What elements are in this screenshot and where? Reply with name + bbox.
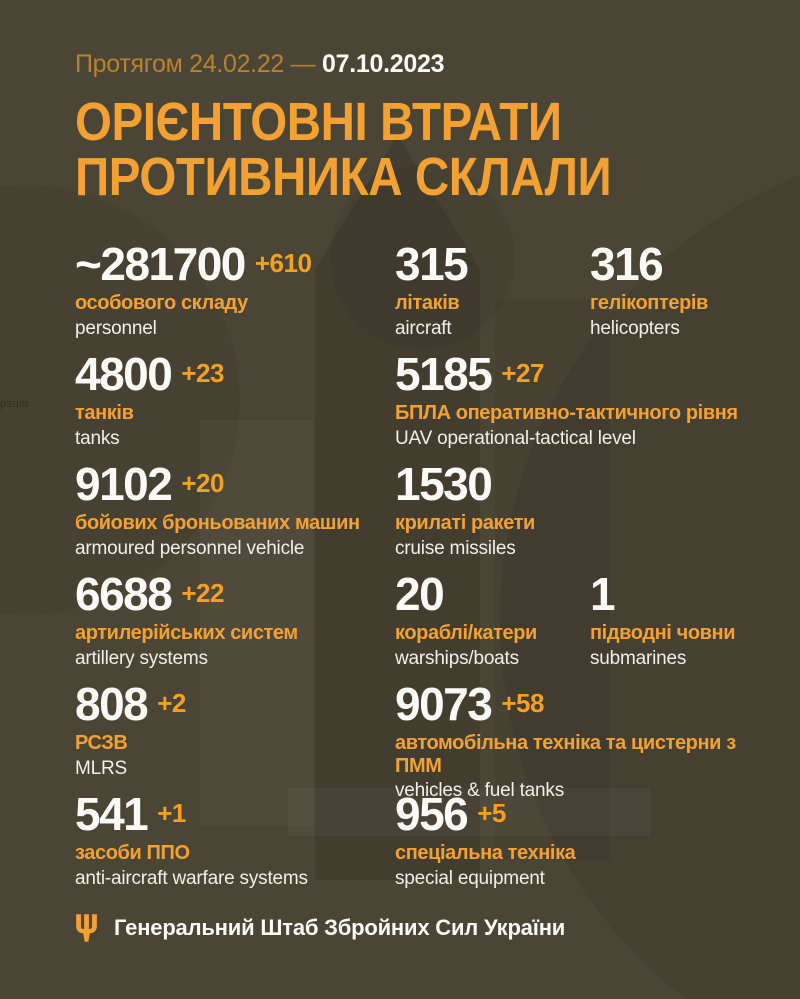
stat-label-en: aircraft	[395, 317, 452, 339]
stat-tanks: 4800 +23 танків tanks	[75, 351, 395, 461]
stat-submarines: 1 підводні човни submarines	[590, 571, 780, 681]
stat-value: 315	[395, 238, 469, 291]
stat-label-ua: кораблі/катери	[395, 622, 537, 645]
stat-anti-aircraft: 541 +1 засоби ППО anti-aircraft warfare …	[75, 791, 395, 901]
stat-label-en: submarines	[590, 647, 687, 669]
watermark-circle-mid	[330, 165, 515, 350]
stat-label-ua: крилаті ракети	[395, 512, 535, 535]
stat-warships: 20 кораблі/катери warships/boats	[395, 571, 590, 681]
stat-value: 541	[75, 788, 149, 841]
page-title-line2: ПРОТИВНИКА СКЛАЛИ	[75, 147, 612, 208]
stat-label-en: armoured personnel vehicle	[75, 537, 305, 559]
stat-label-en: cruise missiles	[395, 537, 516, 559]
footer-text: Генеральний Штаб Збройних Сил України	[114, 915, 566, 940]
stat-label-en: vehicles & fuel tanks	[395, 779, 564, 801]
footer: Генеральний Штаб Збройних Сил України	[75, 914, 565, 942]
stat-label-ua: гелікоптерів	[590, 292, 708, 315]
stat-label-ua: спеціальна техніка	[395, 842, 576, 865]
stat-value: 20	[395, 568, 445, 621]
watermark-band-right	[495, 300, 610, 860]
stat-label-ua: артилерійських систем	[75, 622, 298, 645]
stat-label-ua: літаків	[395, 292, 460, 315]
stat-label-ua: особового складу	[75, 292, 248, 315]
stat-label-ua: бойових броньованих машин	[75, 512, 360, 535]
stat-value: 316	[590, 238, 664, 291]
stat-cruise-missiles: 1530 крилаті ракети cruise missiles	[395, 461, 780, 571]
stat-label-en: special equipment	[395, 867, 545, 889]
stat-label-en: helicopters	[590, 317, 680, 339]
watermark-trident-prong	[315, 135, 480, 880]
stat-armoured-vehicles: 9102 +20 бойових броньованих машин armou…	[75, 461, 395, 571]
stat-delta: +1	[157, 798, 186, 829]
stat-delta: +58	[501, 688, 544, 719]
stat-value: 1	[590, 568, 616, 621]
stat-label-en: warships/boats	[395, 647, 519, 669]
stat-uav: 5185 +27 БПЛА оперативно-тактичного рівн…	[395, 351, 780, 461]
stat-label-ua: БПЛА оперативно-тактичного рівня	[395, 402, 738, 425]
stat-label-ua: РСЗВ	[75, 732, 128, 755]
stat-label-en: tanks	[75, 427, 120, 449]
edge-watermark: psum	[0, 398, 29, 410]
stat-value: ~281700	[75, 238, 246, 291]
page-title-line1: ОРІЄНТОВНІ ВТРАТИ	[75, 92, 562, 152]
stat-vehicles-fuel: 9073 +58 автомобільна техніка та цистерн…	[395, 678, 780, 801]
date-range: Протягом 24.02.22 — 07.10.2023	[75, 50, 780, 79]
stat-label-en: anti-aircraft warfare systems	[75, 867, 308, 889]
trident-icon	[76, 914, 97, 942]
stat-special-equipment: 956 +5 спеціальна техніка special equipm…	[395, 791, 780, 901]
stat-delta: +20	[181, 468, 224, 499]
stat-delta: +22	[181, 578, 224, 609]
stat-value: 5185	[395, 348, 493, 401]
stat-personnel: ~281700 +610 особового складу personnel	[75, 241, 395, 351]
stat-label-ua: підводні човни	[590, 622, 736, 645]
stat-artillery: 6688 +22 артилерійських систем artillery…	[75, 571, 395, 681]
stat-value: 6688	[75, 568, 173, 621]
stat-label-en: personnel	[75, 317, 157, 339]
stat-value: 808	[75, 678, 149, 731]
stat-value: 4800	[75, 348, 173, 401]
stat-value: 956	[395, 788, 469, 841]
stat-delta: +23	[181, 358, 224, 389]
losses-grid: ~281700 +610 особового складу personnel …	[75, 241, 780, 901]
stat-label-en: MLRS	[75, 757, 127, 779]
stat-label-en: artillery systems	[75, 647, 208, 669]
stat-label-ua: автомобільна техніка та цистерни з ПММ	[395, 732, 736, 777]
stat-helicopters: 316 гелікоптерів helicopters	[590, 241, 780, 351]
date-range-current: 07.10.2023	[322, 50, 445, 78]
stat-delta: +5	[477, 798, 506, 829]
stat-value: 9073	[395, 678, 493, 731]
stat-mlrs: 808 +2 РСЗВ MLRS	[75, 681, 395, 791]
page-title: ОРІЄНТОВНІ ВТРАТИ ПРОТИВНИКА СКЛАЛИ	[75, 92, 780, 208]
stat-delta: +610	[254, 248, 312, 279]
stat-label-en: UAV operational-tactical level	[395, 427, 636, 449]
stat-label-ua: танків	[75, 402, 134, 425]
stat-value: 1530	[395, 458, 493, 511]
stat-value: 9102	[75, 458, 173, 511]
date-range-prefix: Протягом 24.02.22 —	[75, 50, 316, 78]
stat-delta: +2	[157, 688, 186, 719]
stat-delta: +27	[501, 358, 544, 389]
stat-aircraft: 315 літаків aircraft	[395, 241, 590, 351]
stat-label-ua: засоби ППО	[75, 842, 190, 865]
